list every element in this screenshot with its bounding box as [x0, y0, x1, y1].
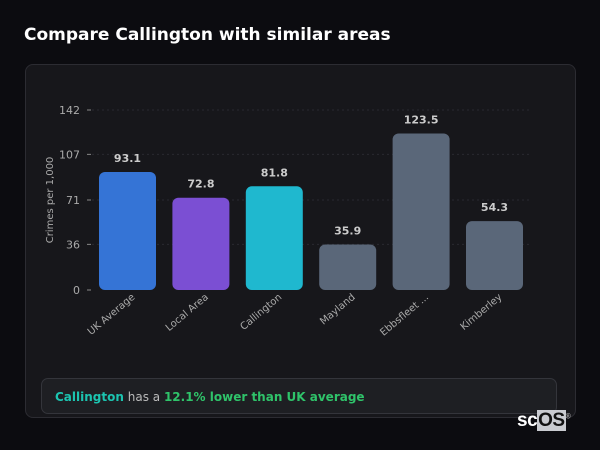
y-tick-label: 71: [66, 194, 80, 207]
y-tick-label: 107: [59, 148, 80, 161]
x-tick-label: UK Average: [86, 292, 138, 338]
bar: [245, 186, 303, 290]
y-tick-label: 0: [73, 284, 80, 297]
summary-area: Callington: [55, 390, 124, 404]
x-tick-label: Mayland: [318, 292, 357, 328]
bar-value-label: 35.9: [334, 224, 361, 237]
x-tick-label: Ebbsfleet ...: [378, 292, 431, 339]
bar-value-label: 54.3: [481, 201, 508, 214]
x-tick-label: Kimberley: [459, 292, 505, 333]
bar: [392, 133, 450, 290]
bar: [466, 221, 523, 290]
scos-logo: scOS®: [517, 410, 571, 431]
bar-value-label: 81.8: [261, 166, 288, 179]
bar: [99, 171, 156, 290]
summary-middle: has a: [127, 390, 161, 404]
summary-comparison: 12.1% lower than UK average: [163, 390, 365, 404]
summary-box: Callington has a 12.1% lower than UK ave…: [41, 378, 557, 414]
y-axis-label: Crimes per 1,000: [45, 157, 56, 244]
bar-value-label: 123.5: [404, 113, 439, 126]
bar: [319, 244, 377, 290]
bar: [172, 197, 230, 290]
bar-value-label: 93.1: [114, 152, 141, 165]
page-title: Compare Callington with similar areas: [24, 25, 391, 45]
bar-value-label: 72.8: [187, 178, 214, 191]
x-tick-label: Local Area: [164, 292, 211, 334]
y-tick-label: 142: [59, 104, 80, 117]
x-tick-label: Callington: [238, 292, 284, 333]
y-tick-label: 36: [66, 238, 80, 251]
